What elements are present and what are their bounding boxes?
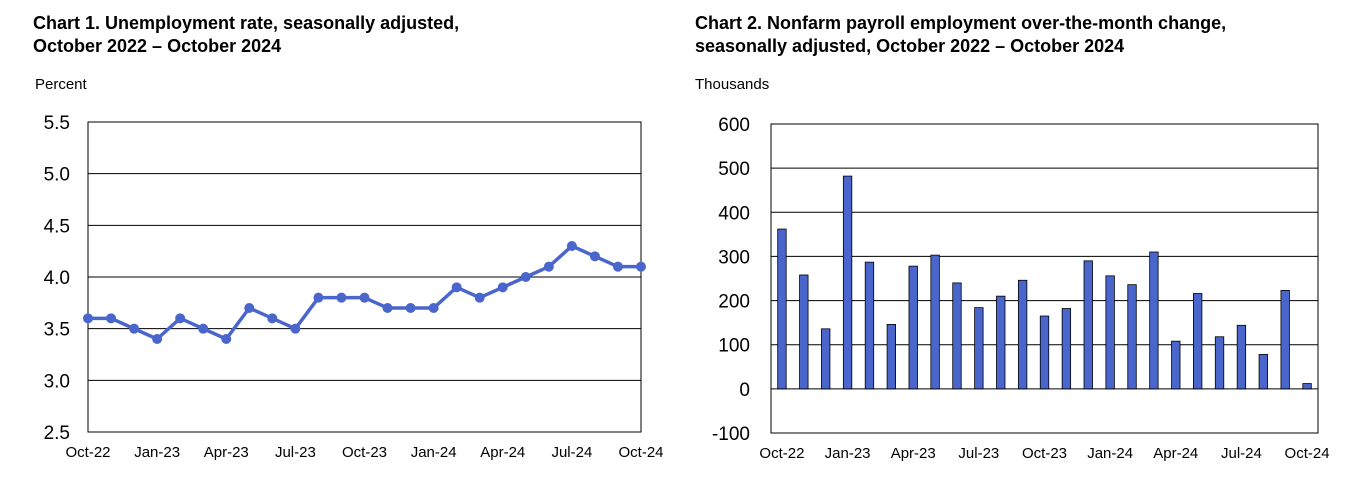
chart2-x-tick-label: Jan-24: [1087, 445, 1133, 462]
chart1-x-tick-label: Oct-22: [65, 444, 110, 461]
chart2-bar: [996, 295, 1006, 390]
chart2-bar: [1083, 260, 1093, 390]
chart1-data-point: [589, 251, 600, 262]
chart1-data-point: [336, 292, 347, 303]
chart1-y-tick-label: 5.0: [44, 165, 70, 186]
chart2-bar: [1258, 354, 1268, 390]
chart2-bar: [1105, 275, 1115, 390]
chart2-x-tick-label: Oct-23: [1022, 445, 1067, 462]
chart1-y-tick-label: 4.0: [44, 268, 70, 289]
chart1-data-point: [543, 261, 554, 272]
chart1-data-point: [612, 261, 623, 272]
chart1-x-tick-label: Jul-23: [275, 444, 316, 461]
chart2-bar: [842, 175, 853, 390]
chart2-bar: [864, 261, 875, 390]
chart1-x-tick-label: Apr-24: [480, 444, 525, 461]
chart1-data-point: [405, 303, 416, 313]
chart1-data-point: [566, 241, 577, 251]
chart1-y-axis-unit: Percent: [35, 76, 87, 93]
chart1-data-point: [83, 313, 93, 324]
chart2-y-tick-label: 100: [718, 336, 750, 357]
chart1-data-point: [106, 313, 117, 324]
chart1-y-tick-label: 5.5: [44, 113, 70, 134]
chart2-bar: [1061, 308, 1072, 390]
chart1-y-tick-label: 2.5: [44, 423, 70, 444]
chart1-data-point: [267, 313, 278, 324]
chart1-data-point: [313, 292, 324, 303]
chart2-bar: [799, 274, 809, 390]
chart1-title-line1: Chart 1. Unemployment rate, seasonally a…: [33, 13, 460, 33]
chart2-bar: [974, 307, 984, 390]
chart2-x-tick-label: Oct-22: [759, 445, 804, 462]
chart1-y-tick-label: 3.0: [44, 371, 70, 392]
chart2-bar: [821, 328, 831, 390]
chart2-bar: [1171, 340, 1181, 390]
chart2-title-line2: seasonally adjusted, October 2022 – Octo…: [695, 36, 1125, 56]
chart2-y-axis-unit: Thousands: [695, 76, 770, 93]
chart2-x-tick-label: Jan-23: [825, 445, 871, 462]
chart1-data-point: [520, 272, 531, 282]
chart1-x-tick-label: Oct-23: [342, 444, 387, 461]
chart1-data-point: [451, 282, 462, 293]
chart2-bar: [1127, 284, 1137, 390]
chart1-data-point: [474, 292, 485, 303]
chart2-y-tick-label: 500: [718, 159, 750, 180]
chart1-x-tick-label: Jan-24: [411, 444, 457, 461]
chart1-x-tick-label: Oct-24: [618, 444, 663, 461]
chart2-bar: [777, 228, 787, 390]
chart1-data-point: [152, 334, 163, 344]
chart2-plot-frame: [770, 123, 1319, 434]
chart2-bar: [908, 265, 918, 390]
chart2-bar: [952, 282, 962, 390]
unemployment-line-chart: 2.5 3.0 3.5 4.0 4.5 5.0 5.5 Oct-22 Jan-23 Apr-23 J…: [44, 113, 664, 461]
chart1-data-point: [497, 282, 508, 293]
chart2-bar: [930, 254, 940, 390]
chart2-y-tick-label: 200: [718, 292, 750, 313]
chart2-bar: [1236, 324, 1247, 390]
chart1-y-tick-label: 3.5: [44, 320, 70, 341]
chart2-x-tick-label: Oct-24: [1285, 445, 1330, 462]
chart1-data-point: [428, 303, 439, 313]
chart2-bar: [1280, 290, 1290, 390]
chart1-data-point: [382, 303, 393, 313]
chart2-title-line1: Chart 2. Nonfarm payroll employment over…: [695, 13, 1227, 33]
chart1-data-point: [175, 313, 186, 324]
chart1-data-point: [221, 334, 232, 344]
chart2-x-tick-label: Apr-23: [891, 445, 936, 462]
chart1-data-point: [359, 292, 370, 303]
chart2-x-tick-label: Jul-24: [1221, 445, 1262, 462]
chart1-data-point: [129, 323, 140, 334]
chart2-bar: [1039, 315, 1050, 390]
chart2-y-tick-label: 300: [718, 247, 750, 268]
chart1-data-point: [290, 323, 301, 334]
chart1-title-line2: October 2022 – October 2024: [33, 36, 282, 56]
chart1-plot-frame: [87, 121, 642, 433]
chart1-y-tick-label: 4.5: [44, 216, 70, 237]
chart2-bar: [1214, 336, 1225, 390]
chart1-x-tick-label: Apr-23: [204, 444, 249, 461]
chart1-data-point: [198, 323, 209, 334]
chart2-y-tick-label: -100: [712, 424, 750, 445]
chart1-x-tick-label: Jan-23: [134, 444, 180, 461]
chart2-y-tick-label: 600: [718, 115, 750, 136]
chart2-bar: [1149, 251, 1159, 390]
chart2-bar: [886, 324, 896, 390]
chart2-bar: [1193, 293, 1203, 390]
chart2-x-tick-label: Apr-24: [1153, 445, 1198, 462]
chart2-bar: [1302, 383, 1312, 390]
chart2-y-tick-label: 0: [739, 380, 750, 401]
chart2-y-tick-label: 400: [718, 203, 750, 224]
chart2-bar: [1017, 279, 1028, 390]
chart1-x-tick-label: Jul-24: [551, 444, 592, 461]
chart2-x-tick-label: Jul-23: [958, 445, 999, 462]
chart1-data-point: [244, 303, 255, 313]
chart1-data-point: [636, 261, 646, 272]
